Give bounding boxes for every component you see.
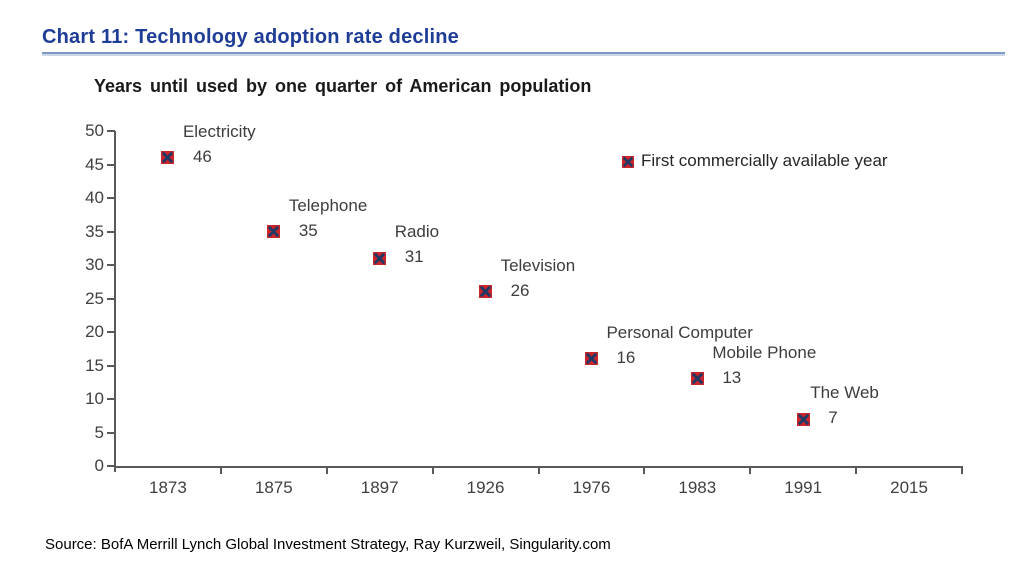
y-axis-tick [107,331,115,333]
data-point-value: 13 [722,367,742,387]
data-point-value: 31 [404,247,424,267]
x-axis-tick [219,466,222,474]
x-axis-tick-label: 1991 [784,478,823,497]
y-axis-tick-label: 10 [85,389,104,408]
source-note: Source: BofA Merrill Lynch Global Invest… [45,536,611,553]
x-axis-tick [537,466,540,474]
data-point-marker [584,352,598,366]
data-point-value: 35 [298,220,318,240]
data-point-marker [161,151,175,165]
y-axis-tick-label: 45 [85,154,104,174]
data-point-label: Radio [394,222,440,242]
data-point-label: Electricity [182,121,256,141]
y-axis-tick-label: 35 [85,221,104,241]
data-point-label: Mobile Phone [712,342,817,362]
y-axis-tick [107,465,115,467]
chart-title: Chart 11: Technology adoption rate decli… [42,26,459,48]
title-underline [42,52,1005,56]
x-axis-tick [961,466,963,474]
data-point-marker [690,372,704,386]
y-axis-tick [107,130,115,132]
y-axis-line [114,131,116,472]
y-axis-tick-label: 40 [85,188,104,207]
x-axis-tick [855,466,858,474]
y-axis-tick-label: 0 [94,456,104,475]
plot-subtitle: Years until used by one quarter of Ameri… [94,76,592,96]
x-axis-tick [431,466,434,474]
y-axis-tick [107,364,115,367]
y-axis-tick [107,197,115,199]
data-point-value: 46 [192,146,212,166]
y-axis-tick [107,431,115,434]
y-axis-tick-label: 20 [85,322,104,341]
data-point-marker [479,285,493,299]
x-axis-tick-label: 1873 [149,478,187,497]
x-axis-tick [643,466,646,474]
x-axis-tick [325,466,328,474]
y-axis-tick-label: 25 [85,288,104,308]
y-axis-tick-label: 15 [85,355,104,375]
data-point-label: Television [500,255,576,275]
data-point-value: 16 [616,347,636,367]
data-point-value: 26 [510,280,530,300]
y-axis-tick [107,398,115,400]
y-axis-tick-label: 30 [85,255,104,274]
legend-label: First commercially available year [641,151,888,170]
y-axis-tick-label: 50 [85,121,104,140]
data-point-marker [373,251,387,265]
y-axis-tick-label: 5 [94,422,104,442]
x-axis-tick-label: 1983 [678,478,717,497]
x-axis-tick-label: 1976 [572,478,611,497]
data-point-marker [796,412,810,426]
x-axis-tick-label: 1926 [466,478,505,497]
data-point-label: Personal Computer [606,322,753,342]
y-axis-tick [107,297,115,300]
legend: First commercially available year [622,151,888,171]
y-axis-tick [107,264,115,266]
x-axis-tick-label: 1875 [254,478,293,497]
legend-marker-icon [622,155,634,168]
data-point-label: The Web [810,383,879,403]
y-axis-tick [107,163,115,166]
data-point-label: Telephone [288,195,368,215]
data-point-value: 7 [828,408,838,428]
x-axis-tick-label: 2015 [890,478,928,497]
x-axis-tick-label: 1897 [360,478,399,497]
y-axis-tick [107,230,115,233]
x-axis-tick [749,466,752,474]
data-point-marker [267,225,281,238]
